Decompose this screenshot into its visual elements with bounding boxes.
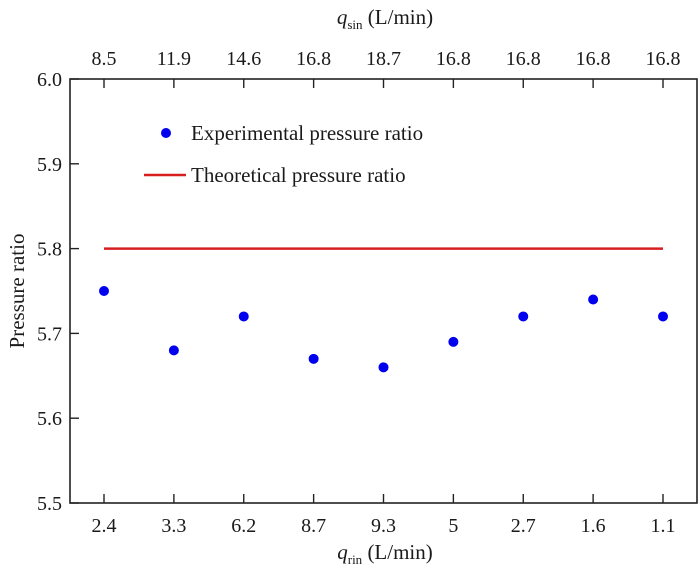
experimental-point bbox=[448, 336, 459, 347]
x-axis-top-unit: (L/min) bbox=[363, 5, 434, 29]
y-tick-label: 5.8 bbox=[37, 239, 62, 261]
legend: Experimental pressure ratio Theoretical … bbox=[144, 121, 423, 187]
x-bottom-tick-label: 3.3 bbox=[161, 515, 186, 537]
experimental-point bbox=[308, 353, 319, 364]
x-axis-bottom: 2.4 3.3 6.2 8.7 9.3 5 2.7 1.6 1.1 bbox=[92, 494, 676, 537]
legend-label-theoretical: Theoretical pressure ratio bbox=[191, 163, 406, 187]
x-top-tick-label: 14.6 bbox=[226, 48, 261, 70]
y-tick-label: 5.6 bbox=[37, 408, 62, 430]
x-axis-bottom-var: q bbox=[337, 540, 348, 564]
x-bottom-tick-label: 1.1 bbox=[651, 515, 676, 537]
experimental-point bbox=[168, 345, 179, 356]
x-axis-top-title: qsin (L/min) bbox=[337, 5, 433, 32]
y-tick-label: 5.5 bbox=[37, 493, 62, 515]
legend-label-experimental: Experimental pressure ratio bbox=[191, 121, 423, 145]
y-tick-label: 6.0 bbox=[37, 69, 62, 91]
y-tick-label: 5.9 bbox=[37, 154, 62, 176]
x-bottom-tick-label: 2.4 bbox=[92, 515, 117, 537]
x-bottom-tick-label: 8.7 bbox=[301, 515, 326, 537]
x-axis-top-sub: sin bbox=[347, 17, 363, 32]
x-top-tick-label: 16.8 bbox=[436, 48, 471, 70]
x-bottom-tick-label: 1.6 bbox=[581, 515, 606, 537]
x-bottom-tick-label: 5 bbox=[448, 515, 458, 537]
x-top-tick-label: 8.5 bbox=[92, 48, 117, 70]
x-top-tick-label: 16.8 bbox=[506, 48, 541, 70]
legend-marker-experimental bbox=[161, 128, 171, 138]
x-top-tick-label: 16.8 bbox=[576, 48, 611, 70]
x-top-tick-label: 11.9 bbox=[157, 48, 191, 70]
experimental-point bbox=[588, 294, 599, 305]
x-bottom-tick-label: 2.7 bbox=[511, 515, 536, 537]
y-axis: 5.5 5.6 5.7 5.8 5.9 6.0 bbox=[37, 69, 79, 515]
x-bottom-tick-label: 9.3 bbox=[371, 515, 396, 537]
series-layer bbox=[99, 247, 668, 373]
x-bottom-tick-label: 6.2 bbox=[231, 515, 256, 537]
x-top-tick-label: 18.7 bbox=[366, 48, 401, 70]
y-axis-title: Pressure ratio bbox=[5, 234, 29, 349]
x-axis-bottom-sub: rin bbox=[348, 552, 363, 567]
x-axis-bottom-title: qrin (L/min) bbox=[337, 540, 433, 567]
experimental-point bbox=[378, 362, 389, 373]
x-top-tick-label: 16.8 bbox=[646, 48, 681, 70]
x-axis-bottom-unit: (L/min) bbox=[362, 540, 433, 564]
experimental-point bbox=[238, 311, 249, 322]
x-top-tick-label: 16.8 bbox=[296, 48, 331, 70]
experimental-point bbox=[518, 311, 529, 322]
x-axis-top: 8.5 11.9 14.6 16.8 18.7 16.8 16.8 16.8 16.8 bbox=[92, 48, 681, 88]
experimental-point bbox=[658, 311, 668, 322]
experimental-point bbox=[99, 286, 109, 296]
y-tick-label: 5.7 bbox=[37, 323, 62, 345]
x-axis-top-var: q bbox=[337, 5, 348, 29]
